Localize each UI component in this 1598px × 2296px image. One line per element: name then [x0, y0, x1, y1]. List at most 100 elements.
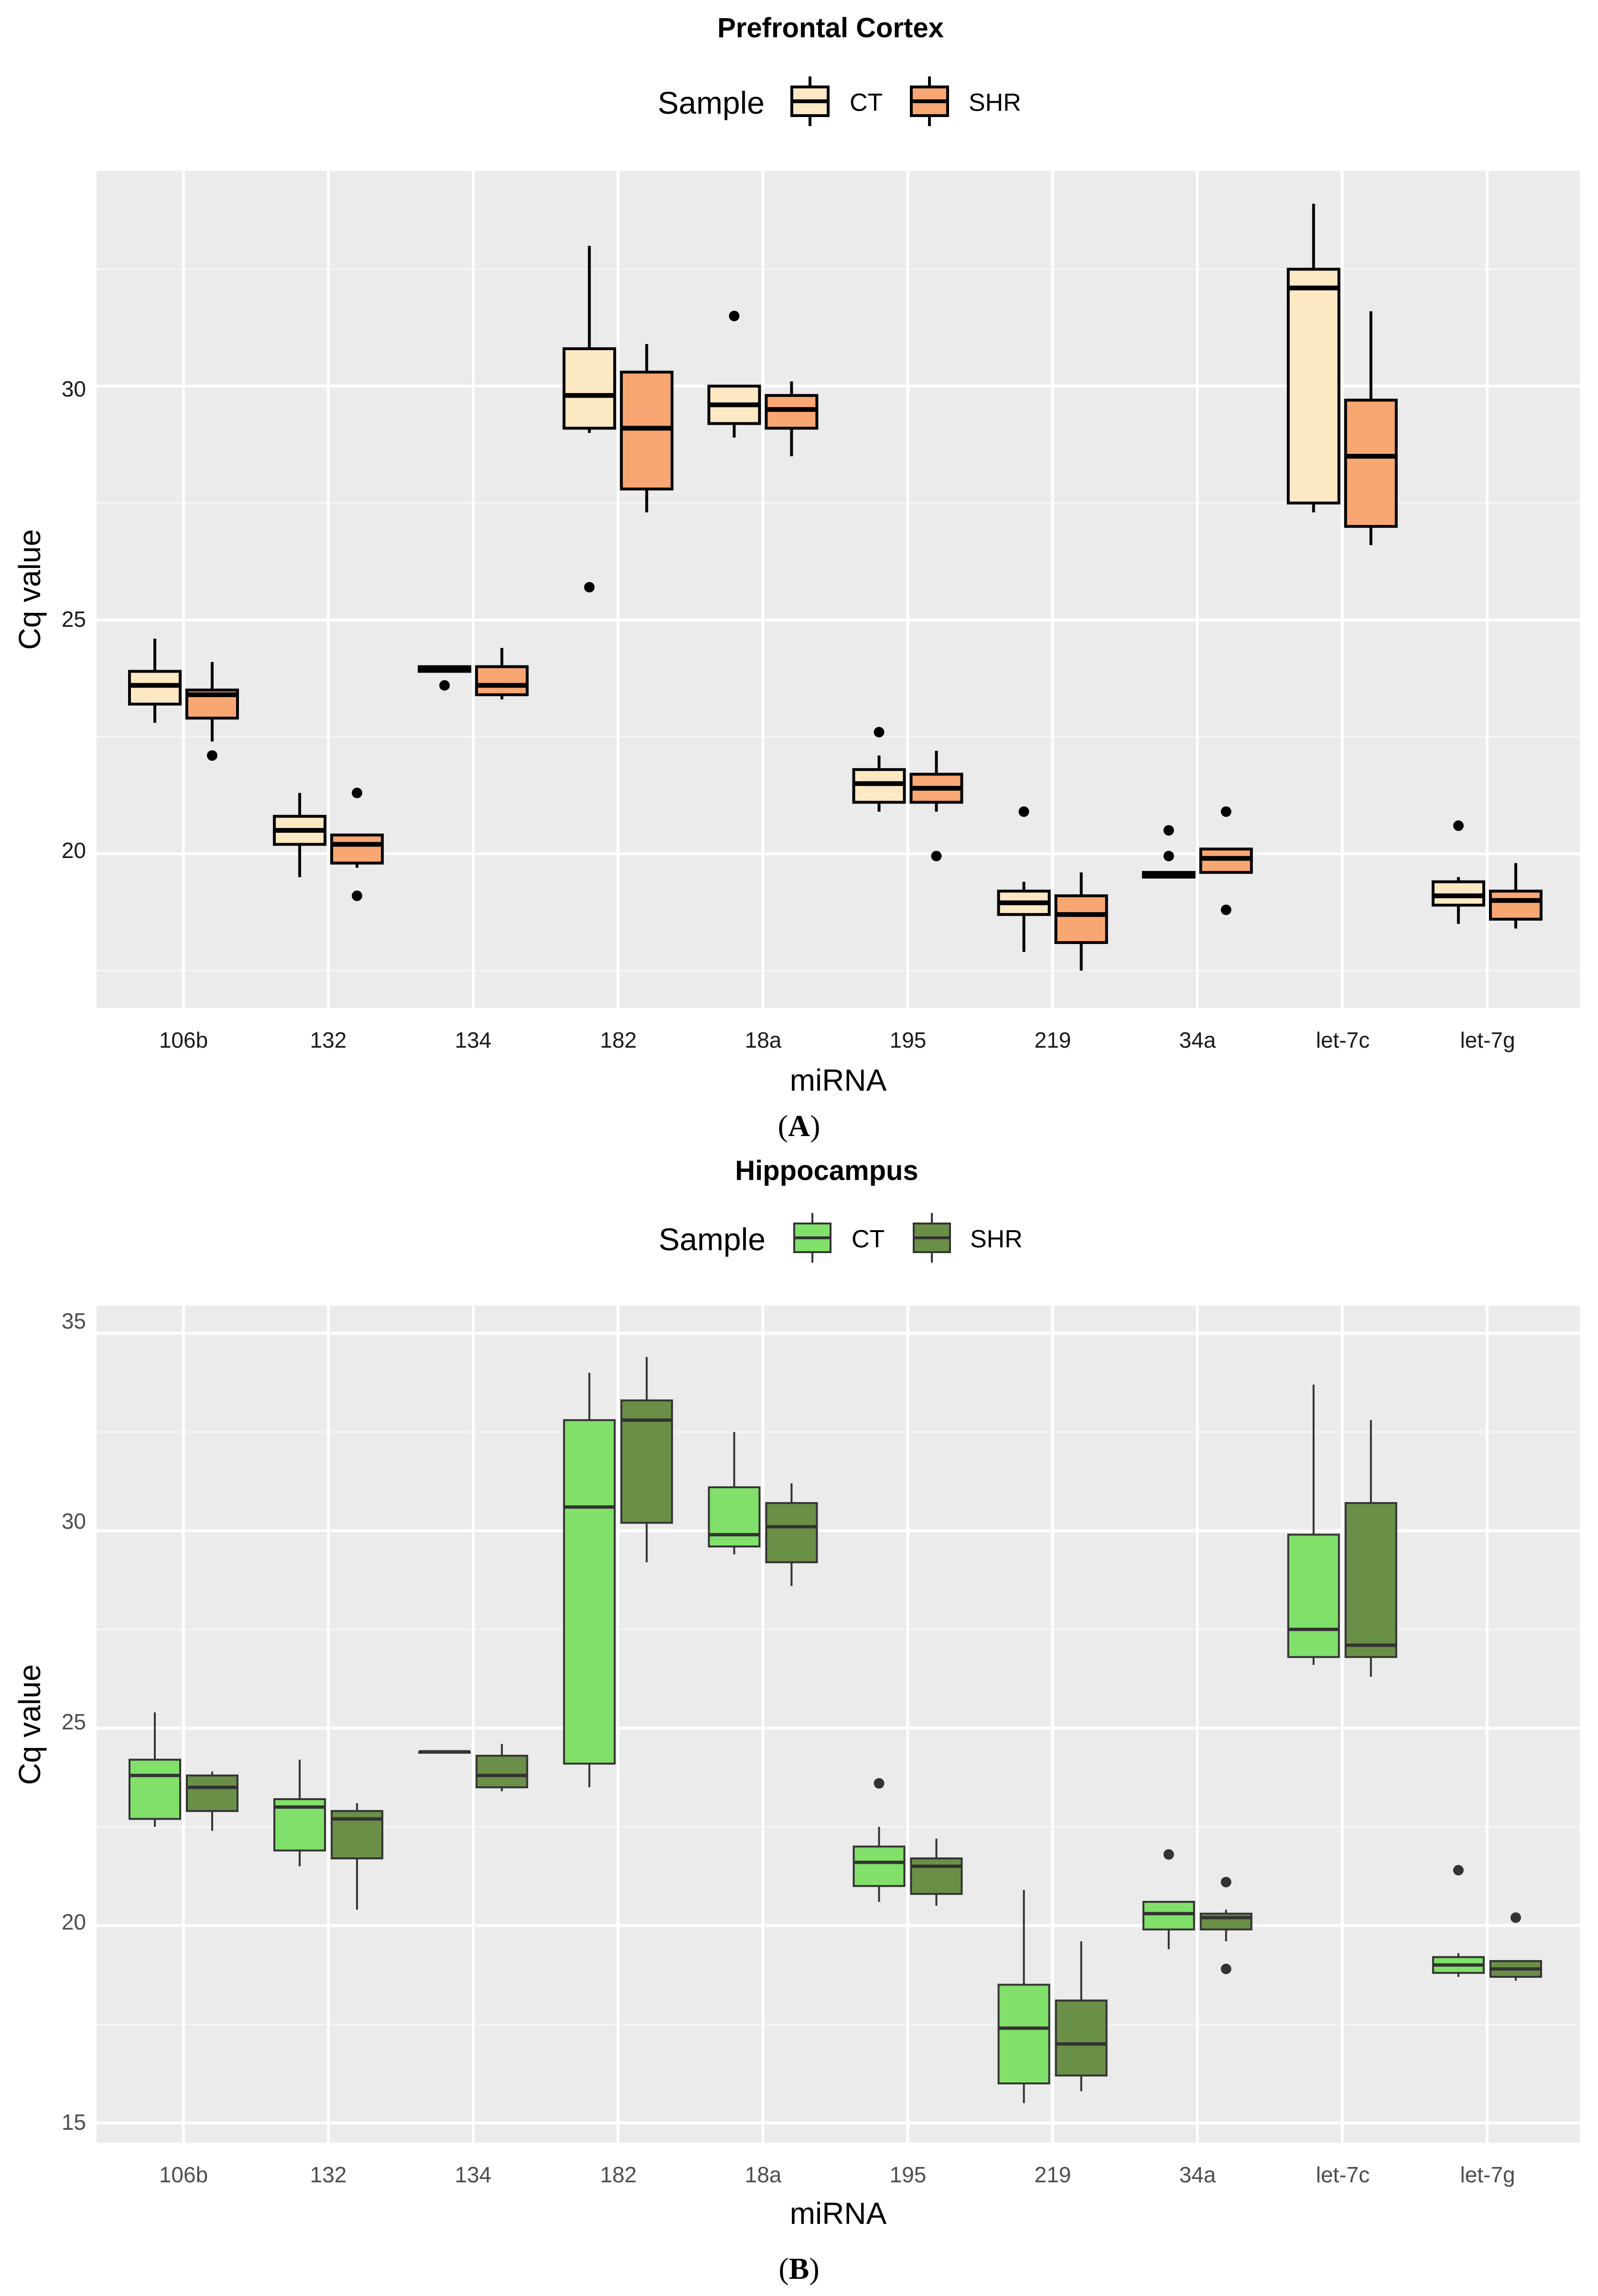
- panel-a-xtick-195: 195: [890, 1028, 927, 1052]
- panel-b-shr-106b-box: [186, 1771, 238, 1831]
- panel-b-shr-34a-box: [1199, 1877, 1252, 1974]
- panel-a: Prefrontal Cortex Sample CT SHR 20 25 30…: [12, 12, 1580, 1143]
- panel-a-xtick-let-7g: let-7g: [1460, 1028, 1515, 1052]
- panel-a-shr-34a-box: [1199, 806, 1253, 915]
- panel-b-ct-182-box: [563, 1373, 616, 1788]
- panel-b-ct-18a-iqr: [708, 1486, 761, 1548]
- panel-a-ytick-20: 20: [62, 838, 86, 863]
- panel-a-ct-106b-box: [128, 638, 182, 723]
- panel-b-ytick-35: 35: [62, 1309, 86, 1333]
- panel-b-ct-let-7g-outlier-0: [1453, 1865, 1464, 1876]
- panel-a-shr-134-iqr: [475, 665, 529, 697]
- panel-a-ct-132-box: [273, 793, 327, 877]
- panel-b-ct-let-7c-iqr: [1287, 1534, 1340, 1658]
- panel-a-ct-let-7g-box: [1431, 820, 1485, 924]
- panel-b-shr-let-7c-box: [1344, 1420, 1397, 1677]
- panel-a-shr-195-box: [909, 751, 963, 861]
- panel-b-ct-34a-outlier-0: [1163, 1849, 1174, 1860]
- panel-a-ct-219-outlier-0: [1018, 806, 1029, 817]
- panel-a-ct-182-box: [562, 246, 616, 593]
- panel-a-ct-34a-box: [1142, 825, 1196, 879]
- panel-b-ct-195-outlier-0: [874, 1778, 885, 1789]
- panel-a-shr-132-box: [330, 787, 384, 901]
- panel-a-y-axis-label: Cq value: [12, 529, 47, 650]
- panel-b-xtick-182: 182: [600, 2162, 637, 2187]
- panel-a-x-axis-label: miRNA: [790, 1063, 887, 1097]
- panel-b-xtick-132: 132: [310, 2162, 347, 2187]
- panel-b-ct-134-box: [418, 1750, 471, 1754]
- panel-a-gridlines: [97, 171, 1580, 1008]
- panel-b-shr-219-iqr: [1055, 1999, 1108, 2077]
- panel-a-shr-106b-outlier-0: [207, 750, 217, 761]
- panel-b-shr-let-7g-box: [1489, 1912, 1542, 1981]
- panel-a-ct-18a-outlier-0: [729, 311, 740, 322]
- panel-b-shr-195-box: [910, 1838, 963, 1906]
- panel-b-ytick-20: 20: [62, 1910, 86, 1934]
- panel-a-ct-let-7g-outlier-0: [1453, 820, 1464, 831]
- panel-b-legend-title: Sample: [659, 1222, 766, 1257]
- panel-b-shr-134-iqr: [475, 1755, 529, 1789]
- panel-b: Hippocampus Sample CT SHR 15 20 25 30 35…: [12, 1155, 1580, 2285]
- panel-b-legend-label-ct: CT: [852, 1225, 885, 1253]
- panel-a-legend-title: Sample: [658, 85, 765, 120]
- panel-b-ytick-25: 25: [62, 1709, 86, 1734]
- panel-b-ct-182-iqr: [563, 1419, 616, 1765]
- panel-b-xtick-34a: 34a: [1179, 2162, 1216, 2187]
- panel-b-ct-195-iqr: [853, 1845, 906, 1887]
- panel-a-shr-134-box: [475, 648, 529, 700]
- panel-a-xtick-132: 132: [310, 1028, 347, 1052]
- panel-b-ct-let-7g-box: [1432, 1865, 1485, 1977]
- panel-a-ct-let-7c-iqr: [1286, 268, 1340, 504]
- panel-a-legend-key-ct: [790, 76, 830, 126]
- panel-b-shr-134-box: [475, 1744, 529, 1792]
- panel-b-shr-182-box: [620, 1357, 673, 1563]
- panel-b-y-axis-label: Cq value: [12, 1664, 47, 1785]
- panel-a-shr-let-7c-box: [1344, 311, 1398, 546]
- panel-a-shr-18a-box: [765, 381, 819, 457]
- panel-b-ct-34a-iqr: [1142, 1900, 1195, 1931]
- panel-b-ct-219-iqr: [997, 1984, 1050, 2085]
- panel-b-caption-letter: B: [789, 2252, 810, 2285]
- panel-a-caption: (A): [778, 1109, 821, 1143]
- panel-b-boxes: [129, 1357, 1542, 2103]
- panel-a-ct-195-box: [852, 727, 906, 812]
- panel-a-ct-let-7c-box: [1286, 204, 1340, 513]
- panel-b-legend-key-shr: [913, 1213, 951, 1263]
- panel-a-xtick-219: 219: [1035, 1028, 1071, 1052]
- panel-a-ct-134-box: [418, 665, 472, 691]
- panel-b-shr-195-iqr: [910, 1857, 963, 1895]
- panel-b-xtick-134: 134: [455, 2162, 492, 2187]
- panel-b-shr-18a-iqr: [765, 1502, 818, 1564]
- panel-a-ct-182-iqr: [562, 347, 616, 430]
- panel-a-ct-34a-outlier-1: [1163, 825, 1174, 836]
- panel-a-shr-195-outlier-0: [931, 850, 942, 861]
- panel-a-ct-195-outlier-0: [874, 727, 885, 738]
- panel-a-legend-key-shr: [910, 76, 949, 126]
- panel-b-ct-132-box: [273, 1760, 326, 1867]
- panel-b-shr-106b-iqr: [186, 1774, 238, 1812]
- panel-b-ct-219-box: [997, 1890, 1050, 2103]
- panel-a-shr-182-box: [620, 344, 674, 513]
- panel-a-ct-34a-outlier-0: [1163, 850, 1174, 861]
- panel-a-shr-let-7g-box: [1489, 863, 1543, 929]
- panel-a-shr-219-box: [1054, 872, 1108, 971]
- panel-b-ct-18a-box: [708, 1432, 761, 1555]
- panel-b-ct-let-7c-box: [1287, 1384, 1340, 1665]
- panel-a-shr-let-7g-iqr: [1489, 890, 1543, 921]
- panel-a-ct-219-box: [997, 806, 1051, 952]
- panel-a-boxes: [128, 204, 1543, 971]
- panel-b-shr-34a-outlier-1: [1220, 1963, 1231, 1974]
- panel-b-xtick-106b: 106b: [159, 2162, 208, 2187]
- panel-a-caption-letter: A: [788, 1109, 810, 1143]
- panel-b-legend: Sample CT SHR: [659, 1213, 1023, 1263]
- panel-a-xtick-let-7c: let-7c: [1316, 1028, 1370, 1052]
- panel-a-ct-18a-box: [707, 311, 761, 438]
- panel-a-shr-132-iqr: [330, 833, 384, 865]
- panel-a-xtick-182: 182: [600, 1028, 637, 1052]
- panel-a-shr-let-7c-iqr: [1344, 398, 1398, 528]
- panel-a-ytick-30: 30: [62, 376, 86, 401]
- panel-a-shr-219-iqr: [1054, 894, 1108, 944]
- panel-b-ct-195-box: [853, 1778, 906, 1902]
- panel-a-plot-background: [97, 171, 1580, 1008]
- panel-b-legend-key-ct: [793, 1213, 831, 1263]
